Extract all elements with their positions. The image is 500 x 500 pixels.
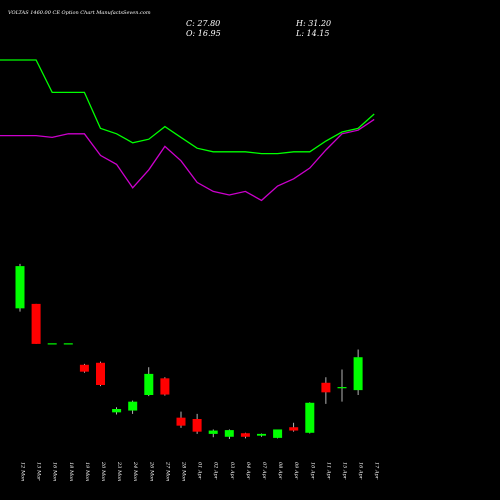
candle-22 bbox=[353, 349, 363, 395]
x-tick-label: 13 Mar bbox=[36, 462, 42, 481]
candle-body bbox=[47, 343, 57, 345]
x-tick-label: 10 Apr bbox=[309, 462, 315, 480]
x-tick-label: 19 Mon bbox=[84, 462, 90, 481]
x-tick-label: 26 Mon bbox=[148, 461, 154, 481]
candle-body bbox=[31, 303, 41, 344]
high-value: H: 31.20 bbox=[295, 19, 331, 28]
candle-body bbox=[321, 382, 331, 393]
candle-20 bbox=[321, 377, 331, 404]
candle-13 bbox=[208, 429, 218, 438]
x-tick-label: 07 Apr bbox=[261, 462, 267, 480]
x-tick-label: 04 Apr bbox=[245, 462, 251, 480]
candle-body bbox=[96, 362, 105, 385]
x-tick-label: 09 Apr bbox=[293, 462, 299, 480]
candle-6 bbox=[96, 361, 105, 387]
x-tick-label: 27 Mon bbox=[164, 461, 170, 481]
candle-body bbox=[240, 433, 250, 437]
candle-4 bbox=[63, 343, 73, 345]
candle-14 bbox=[224, 429, 234, 439]
candle-5 bbox=[79, 363, 89, 373]
candle-17 bbox=[273, 429, 283, 439]
x-tick-label: 15 Apr bbox=[342, 462, 348, 480]
candle-16 bbox=[257, 433, 266, 437]
x-axis-labels: 12 Mon 13 Mar 16 Mon 18 Mon 19 Mon 20 Mon 23 M… bbox=[20, 461, 380, 481]
x-tick-label: 16 Mon bbox=[52, 462, 58, 481]
candle-12 bbox=[192, 413, 202, 434]
candle-body bbox=[289, 427, 299, 431]
open-value: O: 16.95 bbox=[186, 29, 221, 38]
candle-body bbox=[144, 373, 154, 395]
x-tick-label: 03 Apr bbox=[229, 462, 235, 480]
candle-2 bbox=[31, 303, 41, 344]
candle-body bbox=[160, 378, 170, 395]
candle-7 bbox=[112, 407, 122, 415]
chart-title: VOLTAS 1460.00 CE Option Chart Manufacts… bbox=[8, 10, 151, 16]
candle-body bbox=[257, 433, 266, 436]
x-tick-label: 16 Apr bbox=[358, 462, 364, 480]
candle-3 bbox=[47, 343, 57, 345]
x-tick-label: 02 Apr bbox=[213, 462, 219, 480]
candle-18 bbox=[289, 422, 299, 432]
candle-11 bbox=[176, 411, 186, 428]
x-tick-label: 17 Apr bbox=[374, 462, 380, 480]
moving-average-line-2 bbox=[0, 118, 375, 202]
moving-average-line-1 bbox=[0, 59, 375, 155]
candle-body bbox=[208, 430, 218, 434]
candle-21 bbox=[337, 369, 347, 402]
candle-9 bbox=[144, 367, 154, 397]
low-value: L: 14.15 bbox=[295, 29, 329, 38]
candle-body bbox=[128, 401, 138, 411]
x-tick-label: 23 Mon bbox=[116, 461, 122, 481]
x-tick-label: 28 Mon bbox=[181, 461, 187, 481]
candle-body bbox=[15, 266, 25, 309]
candle-body bbox=[353, 357, 363, 391]
moving-average-layer bbox=[0, 59, 375, 202]
candle-body bbox=[273, 429, 283, 438]
candle-body bbox=[192, 419, 202, 432]
candle-body bbox=[337, 387, 347, 389]
candle-body bbox=[112, 409, 122, 413]
candle-1 bbox=[15, 263, 25, 312]
x-tick-label: 01 Apr bbox=[197, 462, 203, 480]
x-tick-label: 11 Apr bbox=[325, 462, 331, 480]
candle-body bbox=[224, 430, 234, 437]
candle-body bbox=[79, 364, 89, 372]
x-tick-label: 24 Mon bbox=[132, 461, 138, 481]
candle-15 bbox=[240, 432, 250, 439]
x-tick-label: 20 Mon bbox=[100, 461, 106, 481]
candle-body bbox=[63, 343, 73, 345]
candle-8 bbox=[128, 400, 138, 414]
candle-19 bbox=[305, 402, 315, 434]
candle-body bbox=[176, 417, 186, 426]
candlestick-layer bbox=[15, 263, 363, 439]
x-tick-label: 08 Apr bbox=[277, 462, 283, 480]
candle-body bbox=[305, 402, 315, 433]
x-tick-label: 12 Mon bbox=[20, 462, 26, 481]
x-tick-label: 18 Mon bbox=[68, 462, 74, 481]
close-value: C: 27.80 bbox=[186, 19, 220, 28]
candle-10 bbox=[160, 377, 170, 396]
